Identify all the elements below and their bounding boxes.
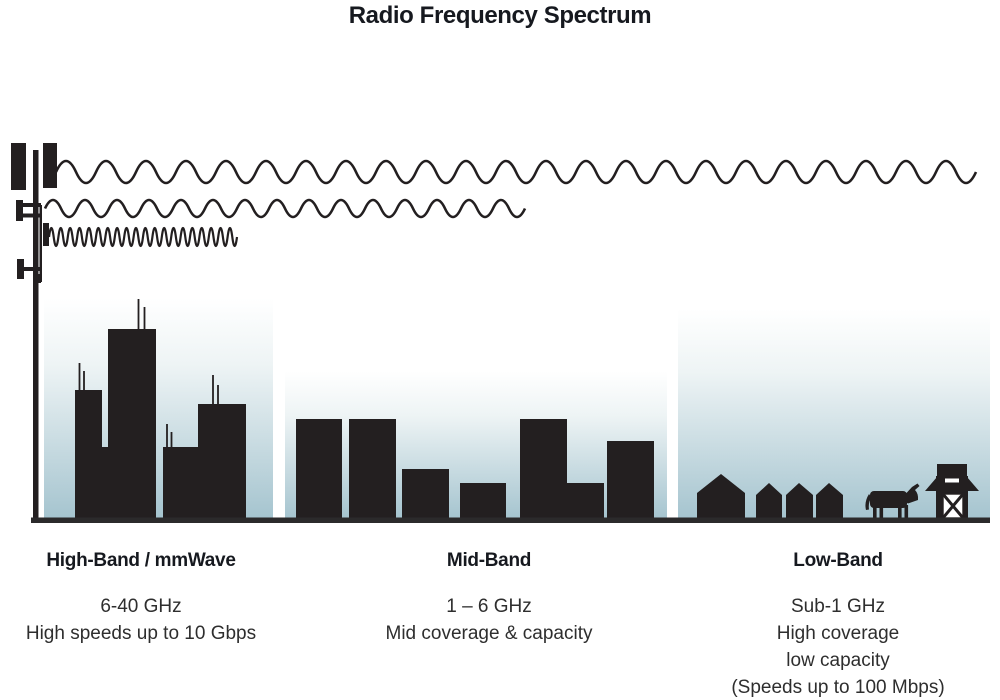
skyscraper xyxy=(108,329,156,520)
house-icon xyxy=(756,483,782,520)
high-band-frequency: 6-40 GHz xyxy=(100,596,182,617)
house-icon xyxy=(786,483,813,520)
skyscraper xyxy=(75,390,102,520)
tower-side-antenna xyxy=(43,223,49,246)
low-rise-building xyxy=(163,447,200,520)
ground-line xyxy=(31,517,990,523)
mid-band-label-block: Mid-Band 1 – 6 GHz Mid coverage & capaci… xyxy=(364,550,614,647)
house-icon xyxy=(697,474,745,520)
mid-band-title: Mid-Band xyxy=(446,550,532,571)
low-band-title: Low-Band xyxy=(793,550,883,571)
mid-rise-building xyxy=(520,419,567,520)
mid-band-description: Mid coverage & capacity xyxy=(385,623,593,644)
tower-mid-antenna xyxy=(16,200,23,221)
high-band-description: High speeds up to 10 Gbps xyxy=(25,623,257,644)
mid-band-frequency: 1 – 6 GHz xyxy=(446,596,532,617)
low-band-label-block: Low-Band Sub-1 GHz High coverage low cap… xyxy=(713,550,963,700)
rural-farm-scene xyxy=(697,464,979,520)
tower-mast-stub xyxy=(37,274,41,283)
low-band-speed-note: (Speeds up to 100 Mbps) xyxy=(731,677,945,698)
tower-secondary-mast xyxy=(39,205,42,282)
mid-rise-building xyxy=(296,419,342,520)
spectrum-illustration xyxy=(11,143,990,523)
medium-wavelength-wave-icon xyxy=(43,198,527,219)
low-rise-infill xyxy=(100,447,110,520)
cow-icon xyxy=(865,483,920,520)
barn-icon xyxy=(925,464,979,520)
page-title: Radio Frequency Spectrum xyxy=(348,2,652,29)
rooftop-antennas xyxy=(78,299,219,448)
tower-mid-antenna-bracket-bottom xyxy=(16,213,41,218)
cell-tower-icon xyxy=(11,143,57,520)
low-rise-building xyxy=(567,483,604,520)
low-band-frequency: Sub-1 GHz xyxy=(791,596,885,617)
tower-low-antenna-bracket xyxy=(17,267,41,271)
mid-rise-building xyxy=(349,419,396,520)
skyscraper xyxy=(198,404,246,520)
mid-rise-building xyxy=(607,441,654,520)
tower-mid-antenna-bracket-top xyxy=(16,203,41,207)
short-wavelength-wave-icon xyxy=(47,226,239,248)
town-skyline xyxy=(296,419,654,520)
long-wavelength-wave-icon xyxy=(54,159,978,185)
low-rise-building xyxy=(402,469,449,520)
house-icon xyxy=(816,483,843,520)
low-band-description: low capacity xyxy=(786,650,890,671)
high-band-title: High-Band / mmWave xyxy=(46,550,236,571)
low-band-description: High coverage xyxy=(776,623,900,644)
low-rise-building xyxy=(460,483,506,520)
city-skyline xyxy=(75,299,246,520)
tower-antenna-panel-left xyxy=(11,143,26,190)
tower-antenna-panel-right xyxy=(43,143,57,188)
tower-mast xyxy=(33,150,39,520)
barn-loft-vent xyxy=(945,478,959,483)
high-band-label-block: High-Band / mmWave 6-40 GHz High speeds … xyxy=(16,550,266,647)
